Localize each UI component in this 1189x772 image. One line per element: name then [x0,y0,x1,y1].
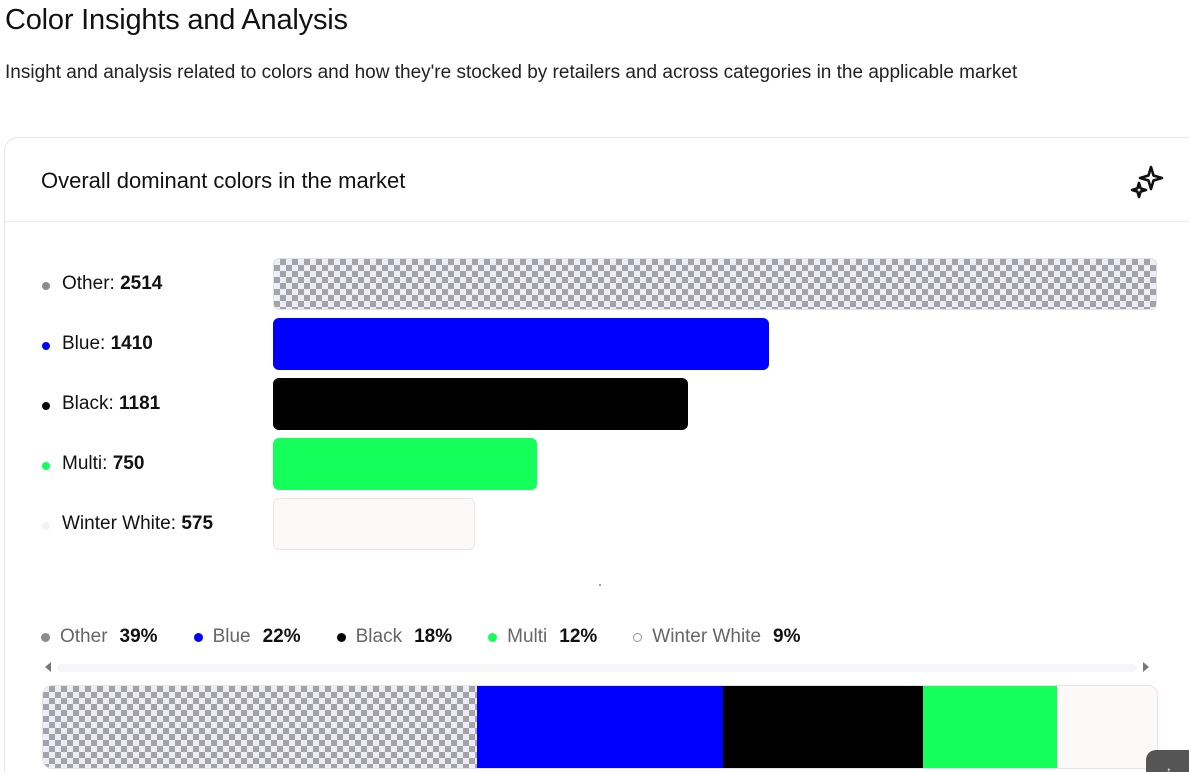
legend-percent: 39% [119,626,158,647]
bar-label-black: Black: 1181 [62,393,160,415]
bar-category: Multi: [62,453,113,474]
legend-item-black[interactable]: Black 18% [336,626,453,648]
card-header: Overall dominant colors in the market [5,138,1189,222]
legend-item-multi[interactable]: Multi 12% [488,626,597,648]
scroll-track[interactable] [57,664,1137,672]
horizontal-scrollbar[interactable] [41,658,1153,678]
legend-marker [633,632,643,642]
legend-percent: 22% [262,626,301,647]
legend-item-other[interactable]: Other 39% [41,626,158,648]
legend-dot-winter-white [42,522,50,530]
stacked-segment-winter-white[interactable] [1056,686,1157,768]
bar-category: Winter White: [62,513,182,534]
stacked-percentage-bar [42,685,1158,769]
bar-category: Black: [62,393,120,414]
bar-value: 1181 [119,393,161,414]
legend-percent: 9% [773,626,801,647]
bar-multi[interactable] [273,438,537,490]
legend-marker [488,632,498,642]
stacked-segment-blue[interactable] [477,686,723,768]
scroll-right-arrow[interactable] [1143,662,1149,672]
bar-label-multi: Multi: 750 [62,453,144,475]
stacked-segment-black[interactable] [722,686,924,768]
legend-name: Multi [507,626,548,647]
legend-percent: 18% [414,626,453,647]
legend-dot-black [42,402,50,410]
legend-marker [41,632,50,642]
legend-name: Black [355,626,403,647]
legend-name: Other [60,626,108,647]
legend-dot-other [42,282,50,290]
stacked-segment-other[interactable] [43,686,478,768]
chart-legend: Other 39% Blue 22% Black 18% Multi 12% Winter Wh… [41,624,837,650]
legend-dot-multi [42,462,50,470]
scroll-left-arrow[interactable] [45,662,51,672]
sparkle-icon[interactable] [1129,163,1165,199]
legend-name: Winter White [652,626,762,647]
chart-divider-dot [599,584,601,586]
bar-label-blue: Blue: 1410 [62,333,153,355]
bar-category: Other: [62,273,121,294]
page-title: Color Insights and Analysis [5,4,348,36]
bar-label-winter-white: Winter White: 575 [62,513,213,535]
legend-name: Blue [212,626,251,647]
legend-marker [193,632,203,642]
bar-black[interactable] [273,378,688,430]
legend-item-winter-white[interactable]: Winter White 9% [633,626,801,648]
legend-dot-blue [42,342,50,350]
legend-percent: 12% [559,626,598,647]
bar-value: 575 [181,513,214,534]
arrow-up-icon: ↑ [1166,764,1172,772]
dominant-colors-card: Overall dominant colors in the market Ot… [4,137,1189,772]
bar-winter-white[interactable] [273,498,475,550]
bar-value: 2514 [120,273,163,294]
bar-value: 750 [112,453,145,474]
bar-category: Blue: [62,333,111,354]
card-title: Overall dominant colors in the market [41,168,406,193]
stacked-segment-multi[interactable] [923,686,1057,768]
scroll-to-top-button[interactable]: ↑ [1146,750,1189,772]
legend-marker [336,632,346,642]
page-subtitle: Insight and analysis related to colors a… [5,62,1018,83]
bar-label-other: Other: 2514 [62,273,162,295]
legend-item-blue[interactable]: Blue 22% [193,626,301,648]
bar-blue[interactable] [273,318,769,370]
bar-other[interactable] [273,258,1157,310]
bar-value: 1410 [110,333,153,354]
